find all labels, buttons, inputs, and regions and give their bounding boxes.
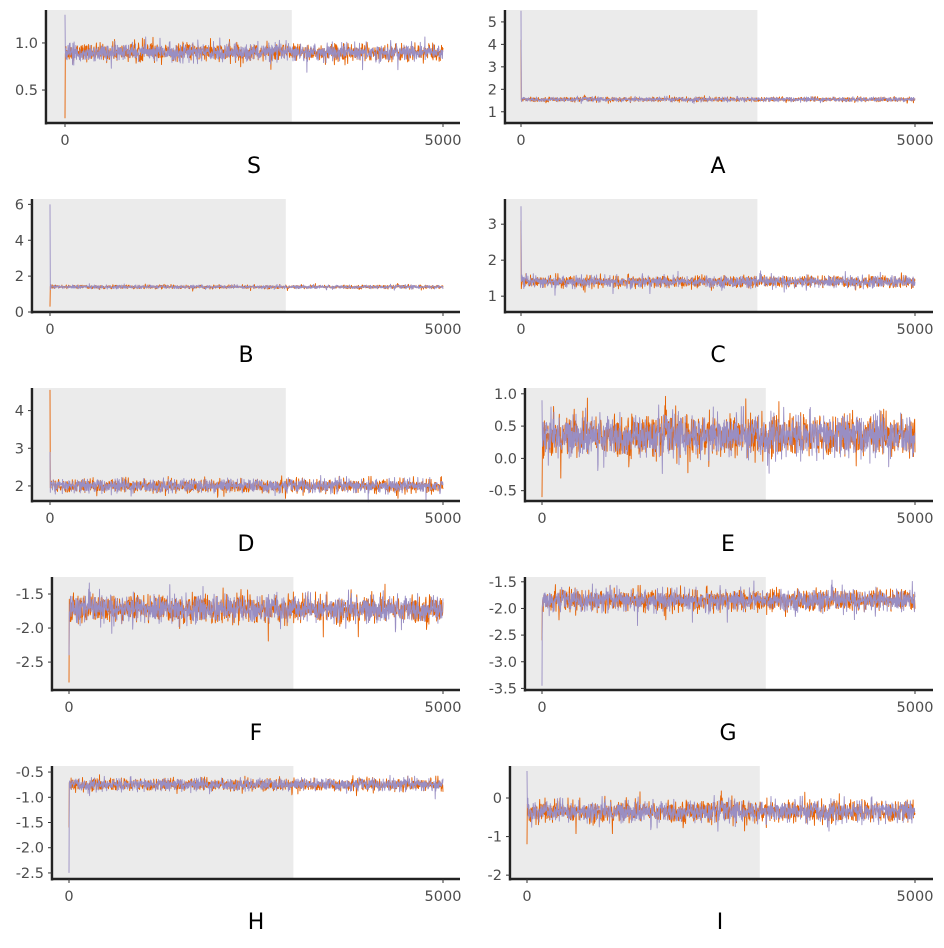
trace-line-chain2	[526, 770, 916, 832]
y-tick-label: 0.5	[15, 83, 38, 99]
y-tick-label: 1	[488, 289, 497, 305]
y-tick-label: -1.5	[16, 816, 44, 832]
x-tick-label: 0	[516, 133, 525, 149]
y-tick-label: 1.0	[494, 387, 517, 403]
y-tick-label: -2.0	[16, 841, 44, 857]
panel-title: C	[710, 343, 725, 368]
warmup-region	[507, 199, 758, 312]
y-tick-label: -0.5	[16, 765, 44, 781]
y-tick-label: 1	[488, 105, 497, 121]
y-tick-label: 1.0	[15, 36, 38, 52]
y-tick-label: -1	[488, 830, 502, 846]
warmup-region	[48, 10, 292, 123]
x-tick-label: 5000	[897, 133, 934, 149]
warmup-region	[507, 10, 758, 123]
x-tick-label: 5000	[897, 889, 934, 905]
panel-title: E	[721, 532, 735, 557]
trace-panel-B: 0 2 4 6 0 5000 B	[15, 197, 462, 368]
y-tick-label: 0.5	[494, 419, 517, 435]
y-tick-label: -2	[488, 868, 502, 884]
trace-panel-G: -3.5 -3.0 -2.5 -2.0 -1.5 0 5000 G	[489, 575, 934, 746]
x-tick-label: 5000	[425, 511, 462, 527]
panel-title: H	[248, 910, 265, 935]
trace-line-chain2	[541, 400, 916, 474]
y-tick-label: 3	[488, 60, 497, 76]
warmup-region	[512, 766, 760, 879]
y-tick-label: -2.0	[16, 621, 44, 637]
warmup-region	[54, 577, 294, 690]
y-tick-label: 3	[488, 217, 497, 233]
y-tick-label: 4	[488, 37, 497, 53]
warmup-region	[34, 199, 286, 312]
y-tick-label: 2	[15, 479, 24, 495]
trace-panel-S: 0.5 1.0 0 5000 S	[15, 10, 462, 179]
trace-panel-H: -2.5 -2.0 -1.5 -1.0 -0.5 0 5000 H	[16, 765, 462, 935]
x-tick-label: 5000	[425, 889, 462, 905]
trace-line-chain2	[68, 774, 444, 873]
trace-line-chain2	[64, 14, 444, 73]
x-tick-label: 0	[45, 511, 54, 527]
panel-title: B	[238, 343, 253, 368]
x-tick-label: 0	[64, 700, 73, 716]
y-tick-label: -0.5	[489, 484, 517, 500]
x-tick-label: 5000	[425, 133, 462, 149]
y-tick-label: -2.5	[16, 866, 44, 882]
x-tick-label: 0	[537, 511, 546, 527]
panel-title: I	[717, 910, 724, 935]
x-tick-label: 0	[522, 889, 531, 905]
trace-panel-F: -2.5 -2.0 -1.5 0 5000 F	[16, 577, 462, 746]
y-tick-label: 0	[493, 791, 502, 807]
y-tick-label: 2	[488, 82, 497, 98]
trace-panel-A: 1 2 3 4 5 0 5000 A	[488, 10, 934, 179]
y-tick-label: 5	[488, 15, 497, 31]
y-tick-label: -1.5	[16, 587, 44, 603]
y-tick-label: 0.0	[494, 451, 517, 467]
x-tick-label: 0	[64, 889, 73, 905]
x-tick-label: 0	[60, 133, 69, 149]
trace-line-chain2	[541, 579, 916, 686]
x-tick-label: 0	[537, 700, 546, 716]
x-tick-label: 5000	[897, 322, 934, 338]
y-tick-label: 4	[15, 233, 24, 249]
trace-line-chain2	[520, 10, 916, 104]
y-tick-label: -2.0	[489, 601, 517, 617]
y-tick-label: 2	[15, 269, 24, 285]
y-tick-label: -1.0	[16, 790, 44, 806]
y-tick-label: 6	[15, 197, 24, 213]
y-tick-label: 0	[15, 305, 24, 321]
x-tick-label: 0	[516, 322, 525, 338]
panel-title: F	[250, 721, 263, 746]
trace-panel-D: 2 3 4 0 5000 D	[15, 388, 462, 557]
trace-line-chain2	[520, 206, 916, 296]
y-tick-label: -3.5	[489, 681, 517, 697]
y-tick-label: -2.5	[489, 628, 517, 644]
y-tick-label: -1.5	[489, 575, 517, 591]
y-tick-label: 2	[488, 253, 497, 269]
trace-line-chain2	[49, 451, 444, 503]
panel-title: G	[719, 721, 736, 746]
y-tick-label: -3.0	[489, 655, 517, 671]
x-tick-label: 0	[45, 322, 54, 338]
y-tick-label: -2.5	[16, 655, 44, 671]
panel-title: A	[710, 154, 725, 179]
panel-title: S	[247, 154, 261, 179]
trace-line-chain2	[49, 204, 444, 291]
y-tick-label: 3	[15, 441, 24, 457]
x-tick-label: 5000	[425, 322, 462, 338]
x-tick-label: 5000	[897, 511, 934, 527]
x-tick-label: 5000	[897, 700, 934, 716]
trace-panel-E: -0.5 0.0 0.5 1.0 0 5000 E	[489, 387, 934, 557]
trace-line-chain2	[68, 582, 444, 656]
x-tick-label: 5000	[425, 700, 462, 716]
panel-title: D	[238, 532, 255, 557]
y-tick-label: 4	[15, 404, 24, 420]
trace-panel-C: 1 2 3 0 5000 C	[488, 199, 934, 368]
trace-panel-I: -2 -1 0 0 5000 I	[488, 766, 934, 935]
